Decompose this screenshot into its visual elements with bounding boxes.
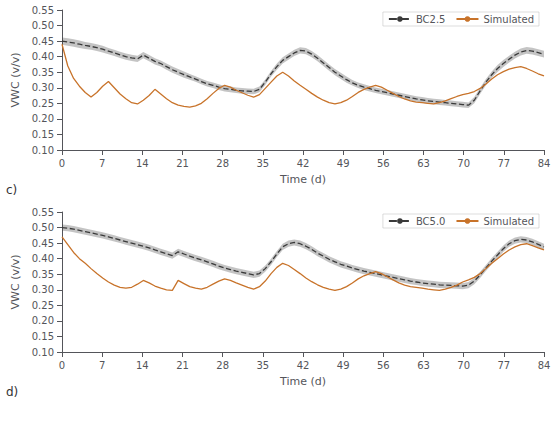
- svg-text:42: 42: [297, 360, 310, 371]
- svg-text:0.30: 0.30: [32, 284, 54, 295]
- svg-text:BC5.0: BC5.0: [416, 216, 446, 227]
- svg-text:VWC (v/v): VWC (v/v): [9, 53, 22, 108]
- svg-text:BC2.5: BC2.5: [416, 14, 446, 25]
- svg-text:c): c): [6, 183, 17, 197]
- svg-text:28: 28: [216, 360, 229, 371]
- svg-text:Time (d): Time (d): [279, 375, 326, 388]
- svg-text:7: 7: [99, 158, 105, 169]
- svg-text:77: 77: [497, 360, 510, 371]
- svg-text:7: 7: [99, 360, 105, 371]
- svg-text:84: 84: [538, 360, 551, 371]
- svg-text:0.10: 0.10: [32, 145, 54, 156]
- svg-text:63: 63: [417, 360, 430, 371]
- svg-text:0.55: 0.55: [32, 207, 54, 218]
- svg-text:42: 42: [297, 158, 310, 169]
- svg-text:d): d): [6, 385, 18, 399]
- svg-text:0.50: 0.50: [32, 222, 54, 233]
- svg-text:0.25: 0.25: [32, 98, 54, 109]
- svg-text:Simulated: Simulated: [483, 216, 534, 227]
- svg-text:0: 0: [59, 360, 65, 371]
- svg-text:0.45: 0.45: [32, 36, 54, 47]
- svg-text:63: 63: [417, 158, 430, 169]
- svg-text:21: 21: [176, 360, 189, 371]
- svg-text:77: 77: [497, 158, 510, 169]
- svg-text:0.40: 0.40: [32, 51, 54, 62]
- svg-text:35: 35: [256, 360, 269, 371]
- svg-text:0: 0: [59, 158, 65, 169]
- svg-text:56: 56: [377, 360, 390, 371]
- svg-text:70: 70: [457, 360, 470, 371]
- svg-text:0.20: 0.20: [32, 113, 54, 124]
- svg-text:0.20: 0.20: [32, 315, 54, 326]
- svg-text:0.15: 0.15: [32, 129, 54, 140]
- svg-text:0.10: 0.10: [32, 347, 54, 358]
- svg-text:14: 14: [136, 158, 149, 169]
- svg-text:0.45: 0.45: [32, 238, 54, 249]
- svg-text:84: 84: [538, 158, 551, 169]
- svg-text:35: 35: [256, 158, 269, 169]
- svg-text:21: 21: [176, 158, 189, 169]
- svg-text:Simulated: Simulated: [483, 14, 534, 25]
- svg-text:14: 14: [136, 360, 149, 371]
- svg-text:Time (d): Time (d): [279, 173, 326, 186]
- svg-text:56: 56: [377, 158, 390, 169]
- svg-text:49: 49: [337, 360, 350, 371]
- svg-text:VWC (v/v): VWC (v/v): [9, 255, 22, 310]
- svg-text:0.40: 0.40: [32, 253, 54, 264]
- svg-text:0.50: 0.50: [32, 20, 54, 31]
- svg-text:0.55: 0.55: [32, 5, 54, 16]
- svg-text:0.25: 0.25: [32, 300, 54, 311]
- svg-text:70: 70: [457, 158, 470, 169]
- svg-text:0.30: 0.30: [32, 82, 54, 93]
- svg-text:0.35: 0.35: [32, 269, 54, 280]
- svg-text:28: 28: [216, 158, 229, 169]
- svg-text:0.35: 0.35: [32, 67, 54, 78]
- svg-text:0.15: 0.15: [32, 331, 54, 342]
- svg-text:49: 49: [337, 158, 350, 169]
